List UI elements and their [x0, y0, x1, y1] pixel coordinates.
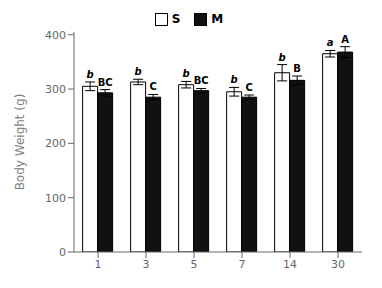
svg-text:400: 400 — [45, 29, 66, 42]
html-text:M: M — [211, 12, 224, 26]
svg-text:BC: BC — [98, 77, 113, 88]
svg-text:100: 100 — [45, 192, 66, 205]
svg-text:C: C — [149, 81, 156, 92]
svg-text:b: b — [135, 66, 142, 77]
svg-text:b: b — [279, 52, 286, 63]
html-text:S: S — [171, 12, 181, 26]
svg-text:30: 30 — [331, 258, 345, 271]
svg-text:3: 3 — [143, 258, 150, 271]
svg-text:a: a — [327, 37, 334, 48]
svg-text:b: b — [87, 69, 94, 80]
svg-text:Body Weight (g): Body Weight (g) — [13, 94, 27, 191]
svg-text:C: C — [245, 82, 252, 93]
svg-text:B: B — [293, 63, 301, 74]
svg-text:7: 7 — [239, 258, 246, 271]
svg-text:b: b — [231, 74, 238, 85]
svg-text:A: A — [341, 34, 349, 45]
svg-text:200: 200 — [45, 137, 66, 150]
svg-text:1: 1 — [95, 258, 102, 271]
svg-text:BC: BC — [194, 75, 209, 86]
svg-text:14: 14 — [283, 258, 297, 271]
svg-text:300: 300 — [45, 83, 66, 96]
svg-text:5: 5 — [191, 258, 198, 271]
svg-text:b: b — [183, 68, 190, 79]
svg-text:0: 0 — [59, 246, 66, 259]
